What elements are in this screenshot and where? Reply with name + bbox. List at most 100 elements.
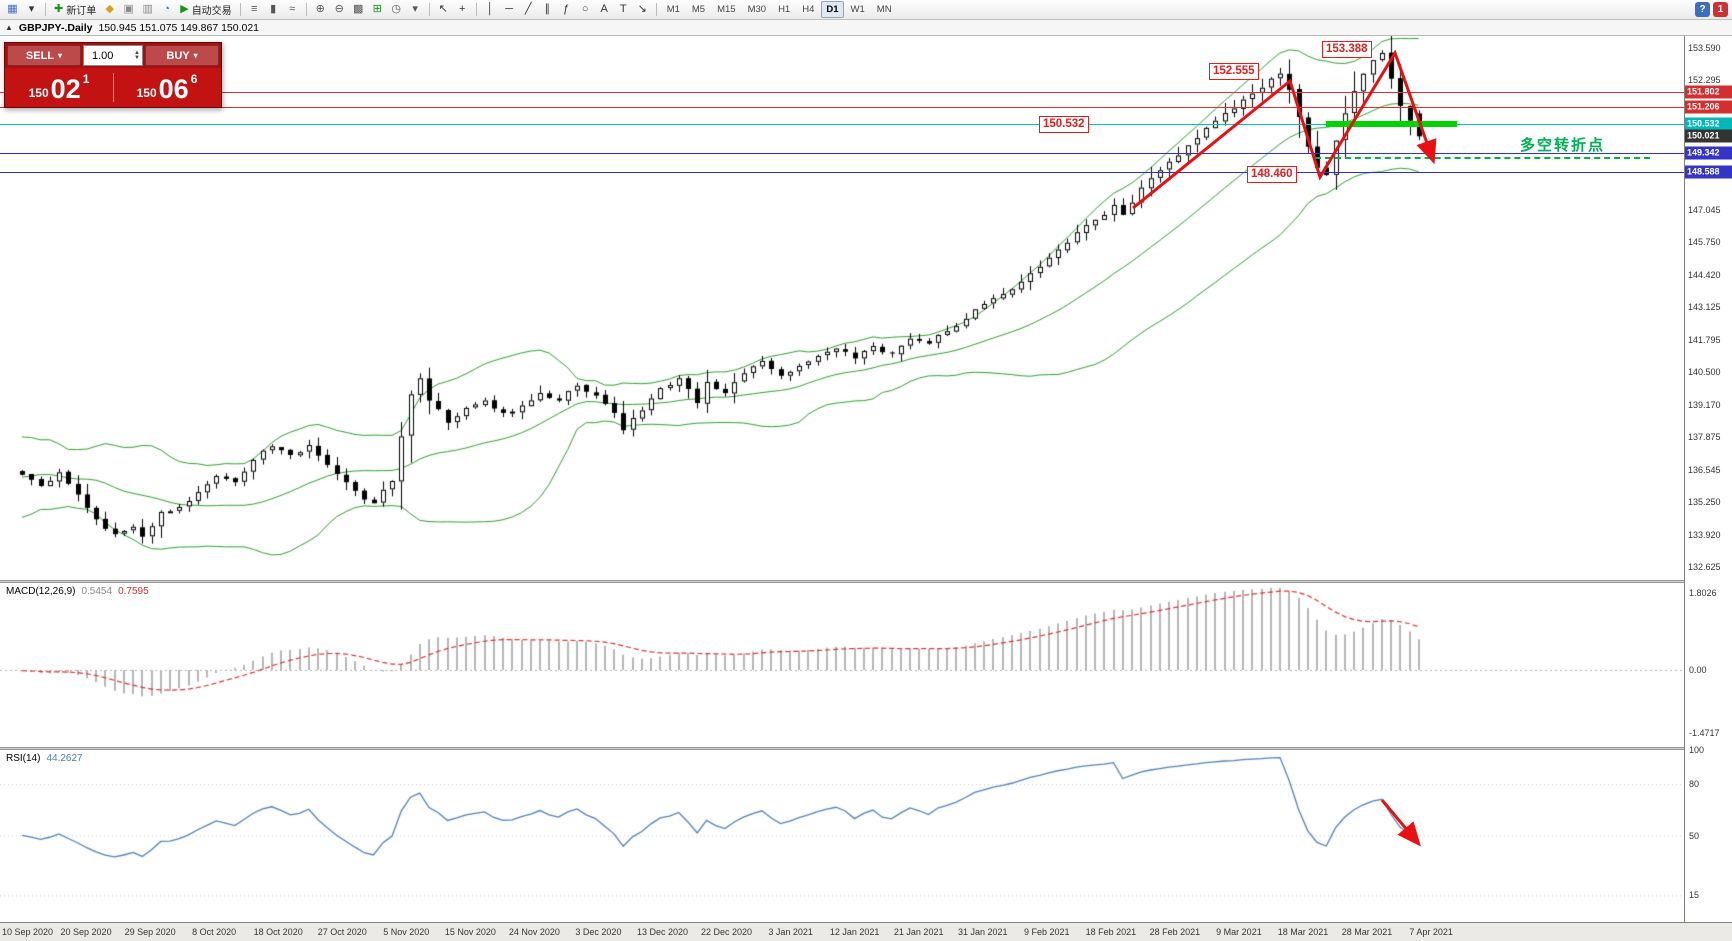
volume-stepper-icons[interactable]: ▲ ▼ [134, 49, 140, 61]
timeframe-d1[interactable]: D1 [821, 1, 844, 18]
buy-dropdown-icon[interactable]: ▾ [193, 51, 198, 60]
zoom-in-icon[interactable]: ⊕ [312, 2, 329, 18]
support-zone-line[interactable] [1326, 121, 1457, 127]
timeframe-w1[interactable]: W1 [850, 4, 865, 15]
arrows-icon-glyph: ↘ [637, 3, 647, 15]
arrows-icon[interactable]: ↘ [634, 2, 651, 18]
toolbar-separator [45, 3, 46, 16]
crosshair-icon[interactable]: + [454, 2, 471, 18]
timeframe-mn[interactable]: MN [876, 4, 892, 15]
turning-point-dashed-line[interactable] [1315, 157, 1650, 159]
fibonacci-icon[interactable]: ƒ [558, 2, 575, 18]
volume-input[interactable]: 1.00 ▲ ▼ [83, 45, 143, 66]
price-level-badge[interactable]: 149.342 [1685, 146, 1732, 160]
help-icon[interactable]: ? [1695, 2, 1710, 17]
timeframe-m5[interactable]: M5 [691, 4, 706, 15]
vertical-line-icon[interactable]: │ [482, 2, 499, 18]
sell-price-pips: 02 [50, 74, 81, 104]
grid-icon[interactable]: ▩ [350, 2, 367, 18]
indicators-icon-glyph: ⊞ [372, 3, 382, 15]
chart-hline[interactable] [0, 171, 1684, 173]
periods-icon[interactable]: ◷ [388, 2, 405, 18]
buy-price-pips: 06 [158, 74, 189, 104]
date-label: 8 Oct 2020 [192, 927, 237, 937]
zoom-out-icon[interactable]: ⊖ [331, 2, 348, 18]
chart-hline[interactable] [0, 153, 1684, 155]
chart-hline[interactable] [0, 92, 1684, 94]
line-chart-mode-icon-glyph: ≈ [289, 3, 296, 15]
alert-badge-icon[interactable]: 1 [1713, 2, 1728, 17]
strategy-tester-icon[interactable]: ◔ [158, 2, 175, 18]
navigator-icon[interactable]: ◆ [101, 2, 118, 18]
text-icon[interactable]: A [596, 2, 613, 18]
price-level-badge[interactable]: 151.802 [1685, 85, 1732, 99]
sell-button[interactable]: SELL ▾ [7, 45, 81, 66]
new-order-button[interactable]: ✚ 新订单 [51, 2, 99, 18]
price-level-badge[interactable]: 148.588 [1685, 165, 1732, 179]
market-watch-icon-glyph: ▣ [123, 3, 134, 15]
chart-list-dropdown-icon[interactable]: ▾ [23, 2, 40, 18]
autotrading-button-glyph: ▶ [180, 3, 189, 15]
price-level-badge[interactable]: 151.206 [1685, 100, 1732, 114]
price-annotation[interactable]: 152.555 [1209, 63, 1259, 80]
rsi-scale-label: 100 [1689, 745, 1705, 755]
cursor-icon[interactable]: ↖ [435, 2, 452, 18]
shapes-icon-glyph: ○ [581, 3, 589, 15]
timeframe-h4[interactable]: H4 [802, 4, 815, 15]
macd-name: MACD(12,26,9) [6, 586, 76, 597]
price-level-badge[interactable]: 150.532 [1685, 117, 1732, 131]
chart-list-dropdown-icon-glyph: ▾ [28, 3, 35, 15]
chart-hline[interactable] [0, 123, 1684, 125]
trendline-icon[interactable]: ╱ [520, 2, 537, 18]
time-axis[interactable]: 10 Sep 2020 20 Sep 2020 29 Sep 2020 8 Oct 2… [0, 922, 1732, 941]
timeframe-m1[interactable]: M1 [666, 4, 680, 15]
shapes-icon[interactable]: ○ [577, 2, 594, 18]
date-label: 29 Sep 2020 [124, 927, 176, 937]
indicators-icon[interactable]: ⊞ [369, 2, 386, 18]
rsi-value: 44.2627 [46, 753, 83, 764]
price-annotation[interactable]: 153.388 [1322, 41, 1372, 58]
buy-price[interactable]: 150 06 6 [113, 68, 221, 107]
panel-separator[interactable] [0, 580, 1732, 583]
rsi-indicator-chart[interactable] [0, 750, 1684, 921]
sell-price[interactable]: 150 02 1 [5, 68, 113, 107]
channel-icon[interactable]: ∥ [539, 2, 556, 18]
date-label: 12 Jan 2021 [829, 927, 880, 937]
macd-indicator-chart[interactable] [0, 583, 1684, 747]
chart-hline[interactable] [0, 107, 1684, 109]
date-label: 9 Mar 2021 [1216, 927, 1262, 937]
templates-icon[interactable]: ▾ [407, 2, 424, 18]
chart-tab-bar[interactable]: ▲ GBPJPY-.Daily 150.945 151.075 149.867 … [0, 20, 1732, 36]
timeframe-m15[interactable]: M15 [717, 4, 736, 15]
data-window-icon[interactable]: ▥ [139, 2, 156, 18]
panel-separator[interactable] [0, 747, 1732, 750]
date-label: 27 Oct 2020 [317, 927, 367, 937]
buy-button[interactable]: BUY ▾ [145, 45, 219, 66]
horizontal-line-icon[interactable]: ─ [501, 2, 518, 18]
timeframe-m30[interactable]: M30 [747, 4, 767, 15]
price-level-badge[interactable]: 150.021 [1685, 129, 1732, 143]
market-watch-icon[interactable]: ▣ [120, 2, 137, 18]
candlestick-chart[interactable] [0, 36, 1684, 580]
new-chart-icon[interactable]: ▦ [4, 2, 21, 18]
autotrading-button[interactable]: ▶ 自动交易 [177, 2, 234, 18]
rsi-scale-label: 50 [1689, 830, 1700, 841]
macd-signal-value: 0.7595 [118, 586, 149, 597]
rsi-scale-label: 80 [1689, 779, 1700, 790]
candlestick-mode-icon[interactable]: ▮ [265, 2, 282, 18]
timeframe-h1[interactable]: H1 [778, 4, 791, 15]
price-annotation[interactable]: 148.460 [1247, 166, 1297, 183]
price-annotation[interactable]: 150.532 [1039, 116, 1089, 133]
sell-label: SELL [25, 49, 55, 62]
text-icon-glyph: A [600, 3, 608, 15]
price-axis[interactable]: 153.590 152.295 147.045 145.750 144.420 143.1… [1684, 36, 1732, 922]
date-label: 15 Nov 2020 [444, 927, 496, 937]
sell-dropdown-icon[interactable]: ▾ [58, 51, 63, 60]
date-label: 18 Oct 2020 [253, 927, 303, 937]
macd-scale-label: -1.4717 [1689, 727, 1720, 738]
bar-chart-mode-icon[interactable]: ≡ [246, 2, 263, 18]
data-window-icon-glyph: ▥ [142, 3, 153, 15]
line-chart-mode-icon[interactable]: ≈ [284, 2, 301, 18]
label-icon[interactable]: T [615, 2, 632, 18]
turning-point-label[interactable]: 多空转折点 [1520, 137, 1606, 154]
